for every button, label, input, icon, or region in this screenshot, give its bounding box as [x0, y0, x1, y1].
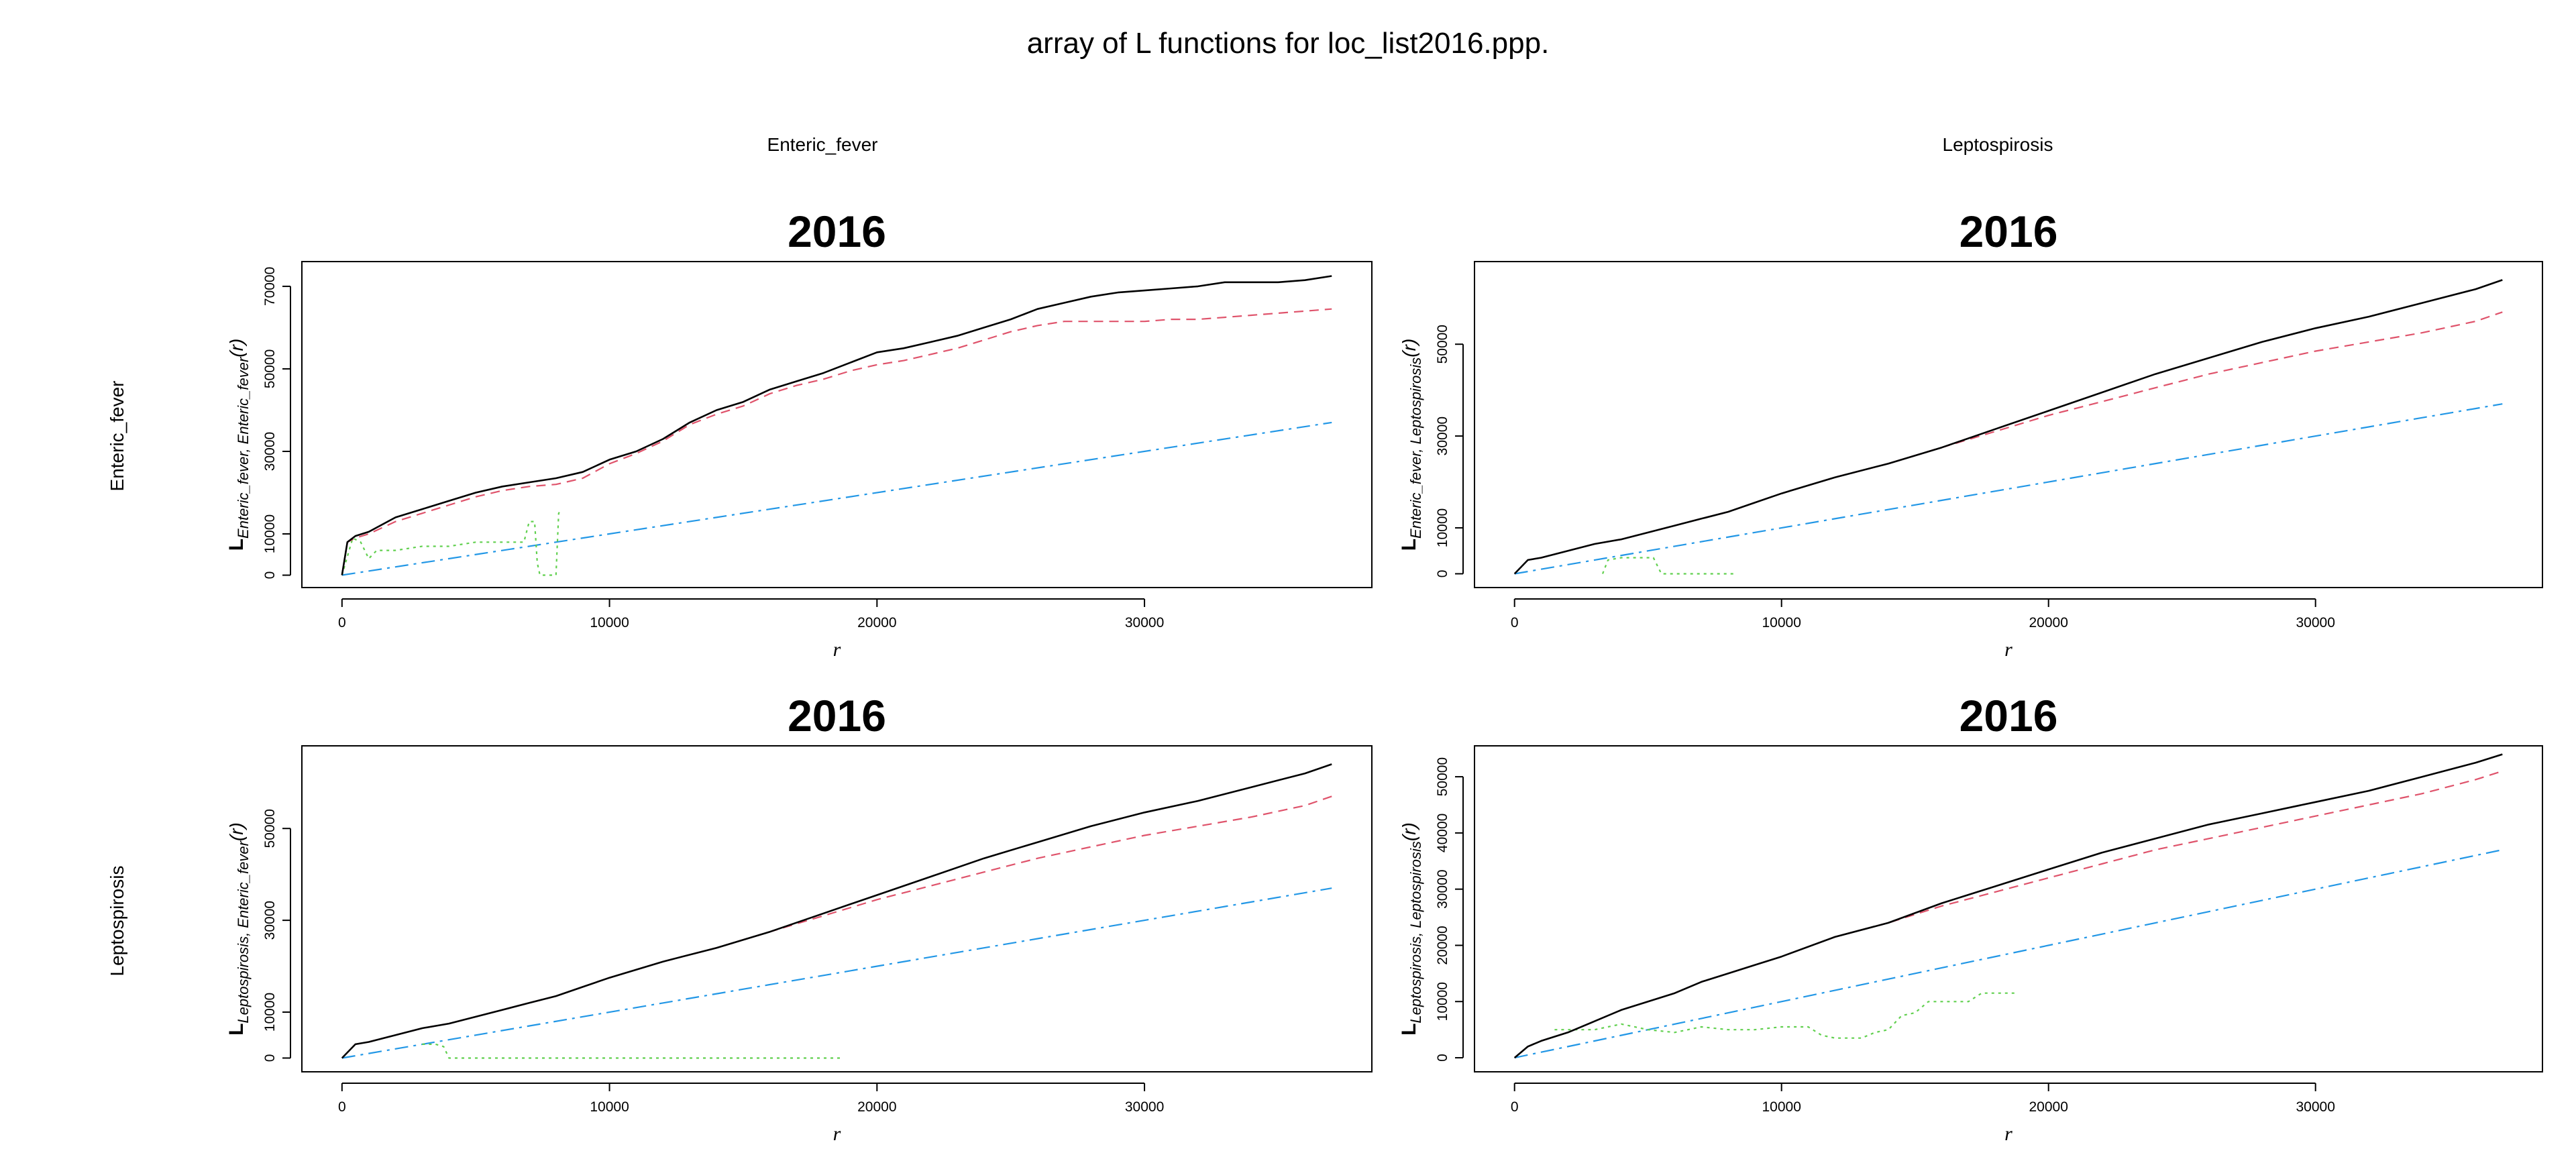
x-tick-label: 20000: [857, 615, 896, 630]
x-tick-label: 20000: [2029, 615, 2068, 630]
series-line-border: [422, 1043, 843, 1059]
x-axis-label: r: [2004, 639, 2012, 661]
y-tick-label: 0: [1435, 570, 1450, 578]
series-line-trans: [1513, 311, 2503, 575]
y-tick-label: 40000: [1435, 814, 1450, 852]
panel-1: 2016 0 10000 20000 30000 r 0 10000 30000 50000 700…: [225, 207, 1373, 661]
panel-2: 2016 0 10000 20000 30000 r 0 10000 30000 50000 LEn…: [1398, 207, 2543, 661]
x-tick-label: 10000: [1762, 615, 1801, 630]
series-line-border: [1601, 557, 1736, 575]
y-tick-label: 30000: [1435, 417, 1450, 455]
x-tick-label: 0: [338, 615, 346, 630]
plot-frame: [1474, 745, 2543, 1072]
x-axis-label: r: [2004, 1123, 2012, 1145]
y-axis-label: LLeptospirosis, Enteric_fever(r): [225, 822, 252, 1036]
panel-title: 2016: [1960, 207, 2058, 256]
y-tick-label: 20000: [1435, 926, 1450, 964]
x-tick-label: 20000: [857, 1099, 896, 1115]
series-line-theo: [1514, 403, 2503, 575]
y-tick-label: 50000: [262, 349, 278, 388]
y-tick-label: 10000: [1435, 982, 1450, 1021]
page-title: array of L functions for loc_list2016.pp…: [1026, 27, 1550, 60]
y-tick-label: 10000: [262, 993, 278, 1032]
panel-3: 2016 0 10000 20000 30000 r 0 10000 30000 50000 LLe…: [225, 691, 1373, 1145]
y-tick-label: 30000: [262, 901, 278, 940]
plot-frame: [1474, 261, 2543, 588]
y-tick-label: 70000: [262, 267, 278, 306]
x-tick-label: 20000: [2029, 1099, 2068, 1115]
y-tick-label: 0: [262, 571, 278, 580]
x-tick-label: 10000: [590, 1099, 629, 1115]
panel-title: 2016: [788, 207, 886, 256]
plot-frame: [301, 261, 1373, 588]
x-tick-label: 30000: [1125, 615, 1164, 630]
series-line-theo: [341, 887, 1332, 1059]
x-axis-label: r: [833, 1123, 841, 1145]
y-tick-label: 0: [1435, 1054, 1450, 1062]
plot-frame: [301, 745, 1373, 1072]
x-tick-label: 30000: [2296, 1099, 2334, 1115]
x-axis-label: r: [833, 639, 841, 661]
series-line-trans: [1513, 770, 2503, 1058]
y-tick-label: 10000: [1435, 508, 1450, 547]
y-tick-label: 30000: [1435, 869, 1450, 908]
panel-title: 2016: [788, 691, 886, 740]
series-line-trans: [341, 795, 1332, 1059]
series-line-theo: [1514, 848, 2503, 1059]
panel-title: 2016: [1960, 691, 2058, 740]
column-label-leptospirosis: Leptospirosis: [1942, 134, 2053, 155]
y-tick-label: 10000: [262, 514, 278, 553]
y-axis-label: LLeptospirosis, Leptospirosis(r): [1398, 822, 1424, 1036]
x-tick-label: 30000: [2296, 615, 2334, 630]
x-tick-label: 10000: [1762, 1099, 1801, 1115]
series-line-border: [1554, 992, 2017, 1039]
series-line-obs: [1513, 279, 2503, 575]
series-line-obs: [1513, 753, 2503, 1059]
x-tick-label: 0: [338, 1099, 346, 1115]
panel-4: 2016 0 10000 20000 30000 r 0 10000 20000 30000 400…: [1398, 691, 2543, 1145]
x-tick-label: 0: [1511, 1099, 1519, 1115]
x-tick-label: 10000: [590, 615, 629, 630]
y-tick-label: 30000: [262, 432, 278, 471]
y-axis-label: LEnteric_fever, Leptospirosis(r): [1398, 339, 1424, 551]
y-tick-label: 50000: [1435, 757, 1450, 796]
series-line-theo: [341, 421, 1332, 576]
y-tick-label: 50000: [262, 809, 278, 848]
y-tick-label: 0: [262, 1054, 278, 1062]
column-label-enteric-fever: Enteric_fever: [767, 134, 878, 155]
x-tick-label: 0: [1511, 615, 1519, 630]
x-tick-label: 30000: [1125, 1099, 1164, 1115]
series-line-border: [341, 508, 562, 576]
y-axis-label: LEnteric_fever, Enteric_fever(r): [225, 339, 252, 551]
series-line-obs: [341, 763, 1332, 1059]
series-line-obs: [341, 275, 1332, 575]
y-tick-label: 50000: [1435, 325, 1450, 364]
series-line-trans: [341, 308, 1332, 575]
